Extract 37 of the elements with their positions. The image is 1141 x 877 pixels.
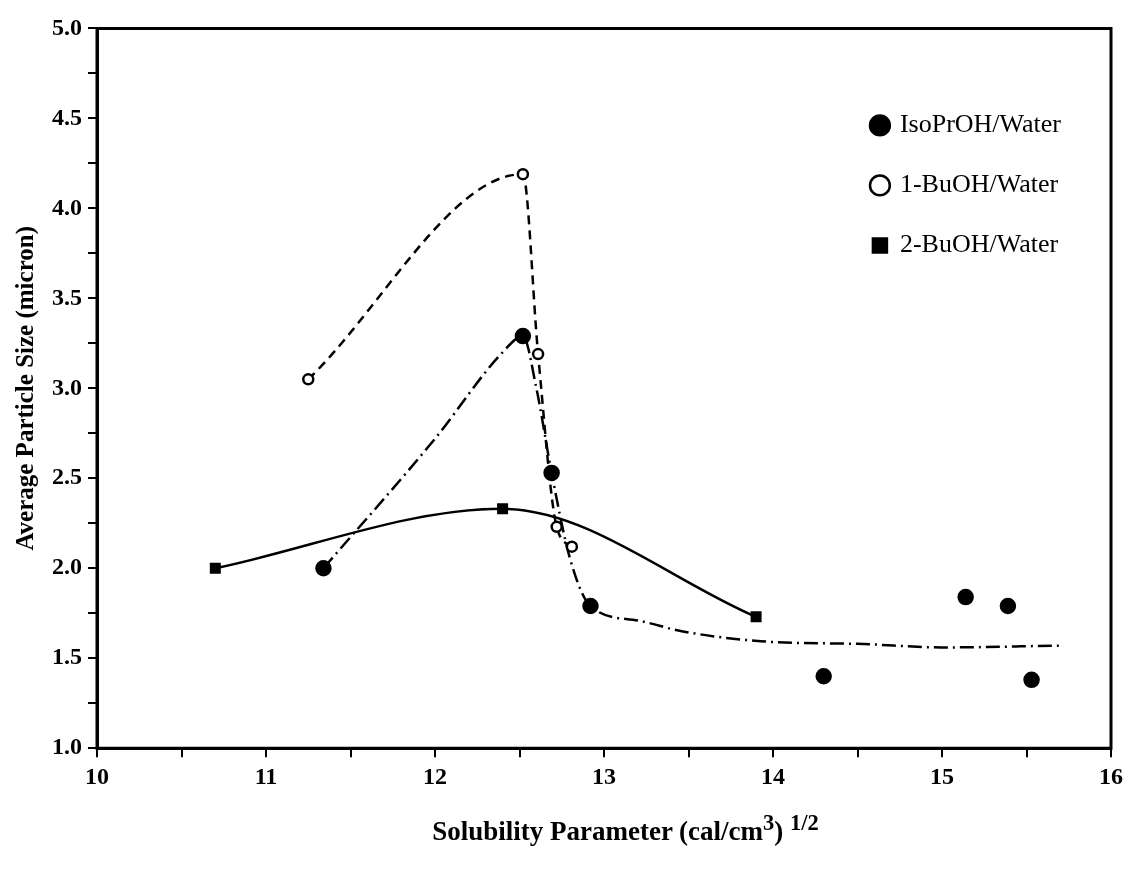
x-axis-title: Solubility Parameter (cal/cm$^{3}$) $^{1/2}$ xyxy=(431,810,820,847)
y-tick-label: 3.5 xyxy=(52,283,82,310)
legend-label: IsoPrOH/Water xyxy=(899,109,1062,139)
point xyxy=(514,327,532,345)
point xyxy=(565,540,579,553)
point xyxy=(550,520,563,534)
point xyxy=(1023,671,1040,689)
x-tick-label: 13 xyxy=(592,762,616,789)
x-tick-label: 10 xyxy=(85,762,109,789)
point xyxy=(750,611,762,623)
point xyxy=(516,167,530,181)
x-tick-label: 16 xyxy=(1099,762,1123,789)
y-tick-label: 4.0 xyxy=(52,193,82,220)
point xyxy=(531,347,545,361)
x-tick-label: 14 xyxy=(761,762,785,789)
legend-label: 2-BuOH/Water xyxy=(899,229,1059,259)
point xyxy=(957,588,974,606)
point xyxy=(543,464,560,482)
x-tick-label: 12 xyxy=(423,762,447,789)
point xyxy=(815,667,832,685)
point xyxy=(582,597,599,615)
y-tick-label: 1.5 xyxy=(52,643,82,670)
x-tick-label: 11 xyxy=(254,762,278,789)
y-tick-label: 2.0 xyxy=(52,553,82,580)
point xyxy=(302,373,315,386)
x-tick-label: 15 xyxy=(930,762,954,789)
y-axis-title: Average Particle Size (micron) xyxy=(11,225,40,551)
y-tick-label: 2.5 xyxy=(52,463,82,490)
point xyxy=(209,562,221,574)
y-tick-label: 4.5 xyxy=(52,103,82,130)
y-tick-label: 5.0 xyxy=(52,13,82,40)
point xyxy=(999,597,1017,615)
y-tick-label: 1.0 xyxy=(52,733,82,760)
point xyxy=(497,503,509,515)
legend-label: 1-BuOH/Water xyxy=(899,169,1059,199)
y-tick-label: 3.0 xyxy=(52,373,82,400)
point xyxy=(315,560,332,577)
